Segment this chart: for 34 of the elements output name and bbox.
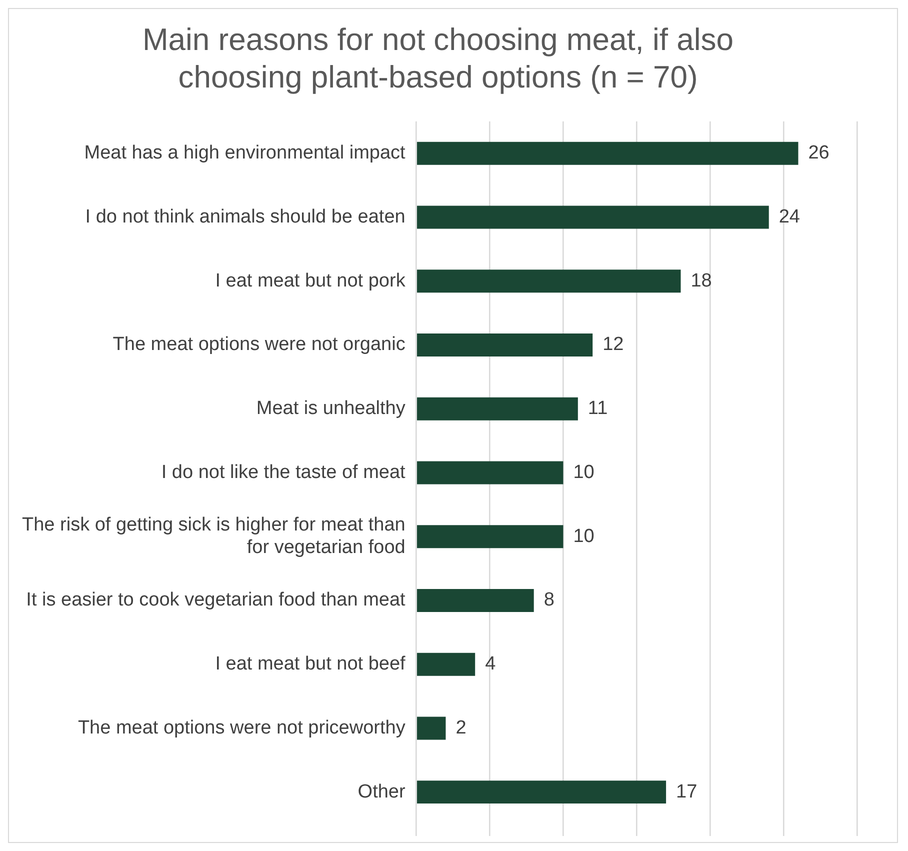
chart-title: Main reasons for not choosing meat, if also choosing plant-based options (n = 70) <box>142 22 734 94</box>
y-tick-label: I eat meat but not beef <box>215 654 406 675</box>
data-label: 24 <box>778 206 800 228</box>
data-label: 10 <box>573 526 594 547</box>
y-tick-label: The meat options were not priceworthy <box>78 717 406 738</box>
bar <box>416 397 578 420</box>
bar <box>416 206 769 229</box>
y-tick-label: I do not like the taste of meat <box>161 462 406 483</box>
data-label: 4 <box>485 654 496 675</box>
bar <box>416 588 534 612</box>
bar <box>416 652 476 676</box>
data-label: 18 <box>690 270 712 292</box>
data-label: 8 <box>544 590 554 611</box>
bar <box>416 525 564 548</box>
data-label: 11 <box>588 398 608 420</box>
bar <box>416 780 666 804</box>
y-tick-label: The meat options were not organic <box>112 334 406 356</box>
data-label: 26 <box>808 142 830 164</box>
y-tick-label: Meat has a high environmental impact <box>84 142 406 164</box>
y-tick-label: Other <box>358 781 406 802</box>
y-tick-label: The risk of getting sick is higher for meat than for vegetarian food <box>22 514 406 558</box>
bar <box>416 142 798 165</box>
bar <box>416 716 446 740</box>
bar <box>416 461 564 484</box>
bar <box>416 333 593 356</box>
y-tick-label: It is easier to cook vegetarian food than meat <box>26 590 406 611</box>
y-tick-label: I eat meat but not pork <box>215 270 406 292</box>
data-label: 12 <box>602 334 624 356</box>
y-tick-label: Meat is unhealthy <box>256 398 406 420</box>
data-label: 10 <box>573 462 594 483</box>
data-label: 2 <box>456 717 466 738</box>
y-tick-label: I do not think animals should be eaten <box>85 206 406 228</box>
data-label: 17 <box>676 781 698 802</box>
bar <box>416 270 681 293</box>
